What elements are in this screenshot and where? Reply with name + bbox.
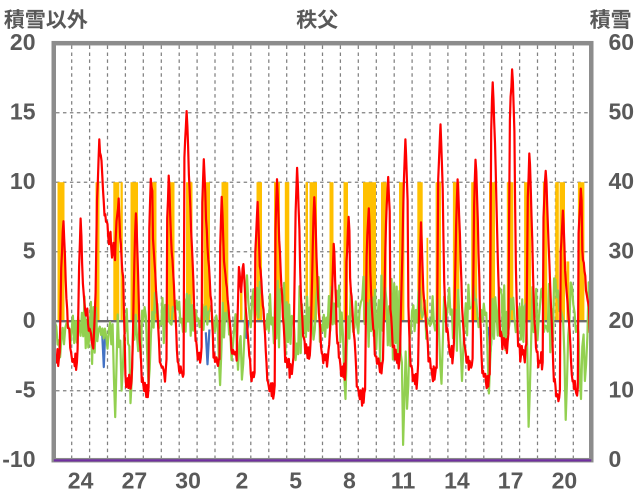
- svg-text:0: 0: [23, 307, 36, 333]
- svg-text:27: 27: [122, 468, 148, 494]
- svg-text:50: 50: [609, 99, 635, 125]
- svg-text:15: 15: [10, 99, 36, 125]
- svg-text:24: 24: [68, 468, 94, 494]
- svg-text:10: 10: [10, 168, 36, 194]
- svg-text:30: 30: [175, 468, 201, 494]
- svg-text:-5: -5: [15, 377, 36, 403]
- svg-text:11: 11: [391, 468, 416, 494]
- svg-text:8: 8: [343, 468, 356, 494]
- svg-text:40: 40: [609, 168, 635, 194]
- svg-text:5: 5: [23, 238, 36, 264]
- svg-text:60: 60: [609, 29, 635, 55]
- svg-text:20: 20: [10, 29, 36, 55]
- svg-text:10: 10: [609, 377, 635, 403]
- svg-text:2: 2: [236, 468, 249, 494]
- svg-text:20: 20: [552, 468, 578, 494]
- svg-text:14: 14: [444, 468, 470, 494]
- svg-text:0: 0: [609, 446, 622, 472]
- svg-text:20: 20: [609, 307, 635, 333]
- svg-text:17: 17: [498, 468, 524, 494]
- svg-text:-10: -10: [2, 446, 35, 472]
- svg-text:5: 5: [289, 468, 302, 494]
- svg-text:30: 30: [609, 238, 635, 264]
